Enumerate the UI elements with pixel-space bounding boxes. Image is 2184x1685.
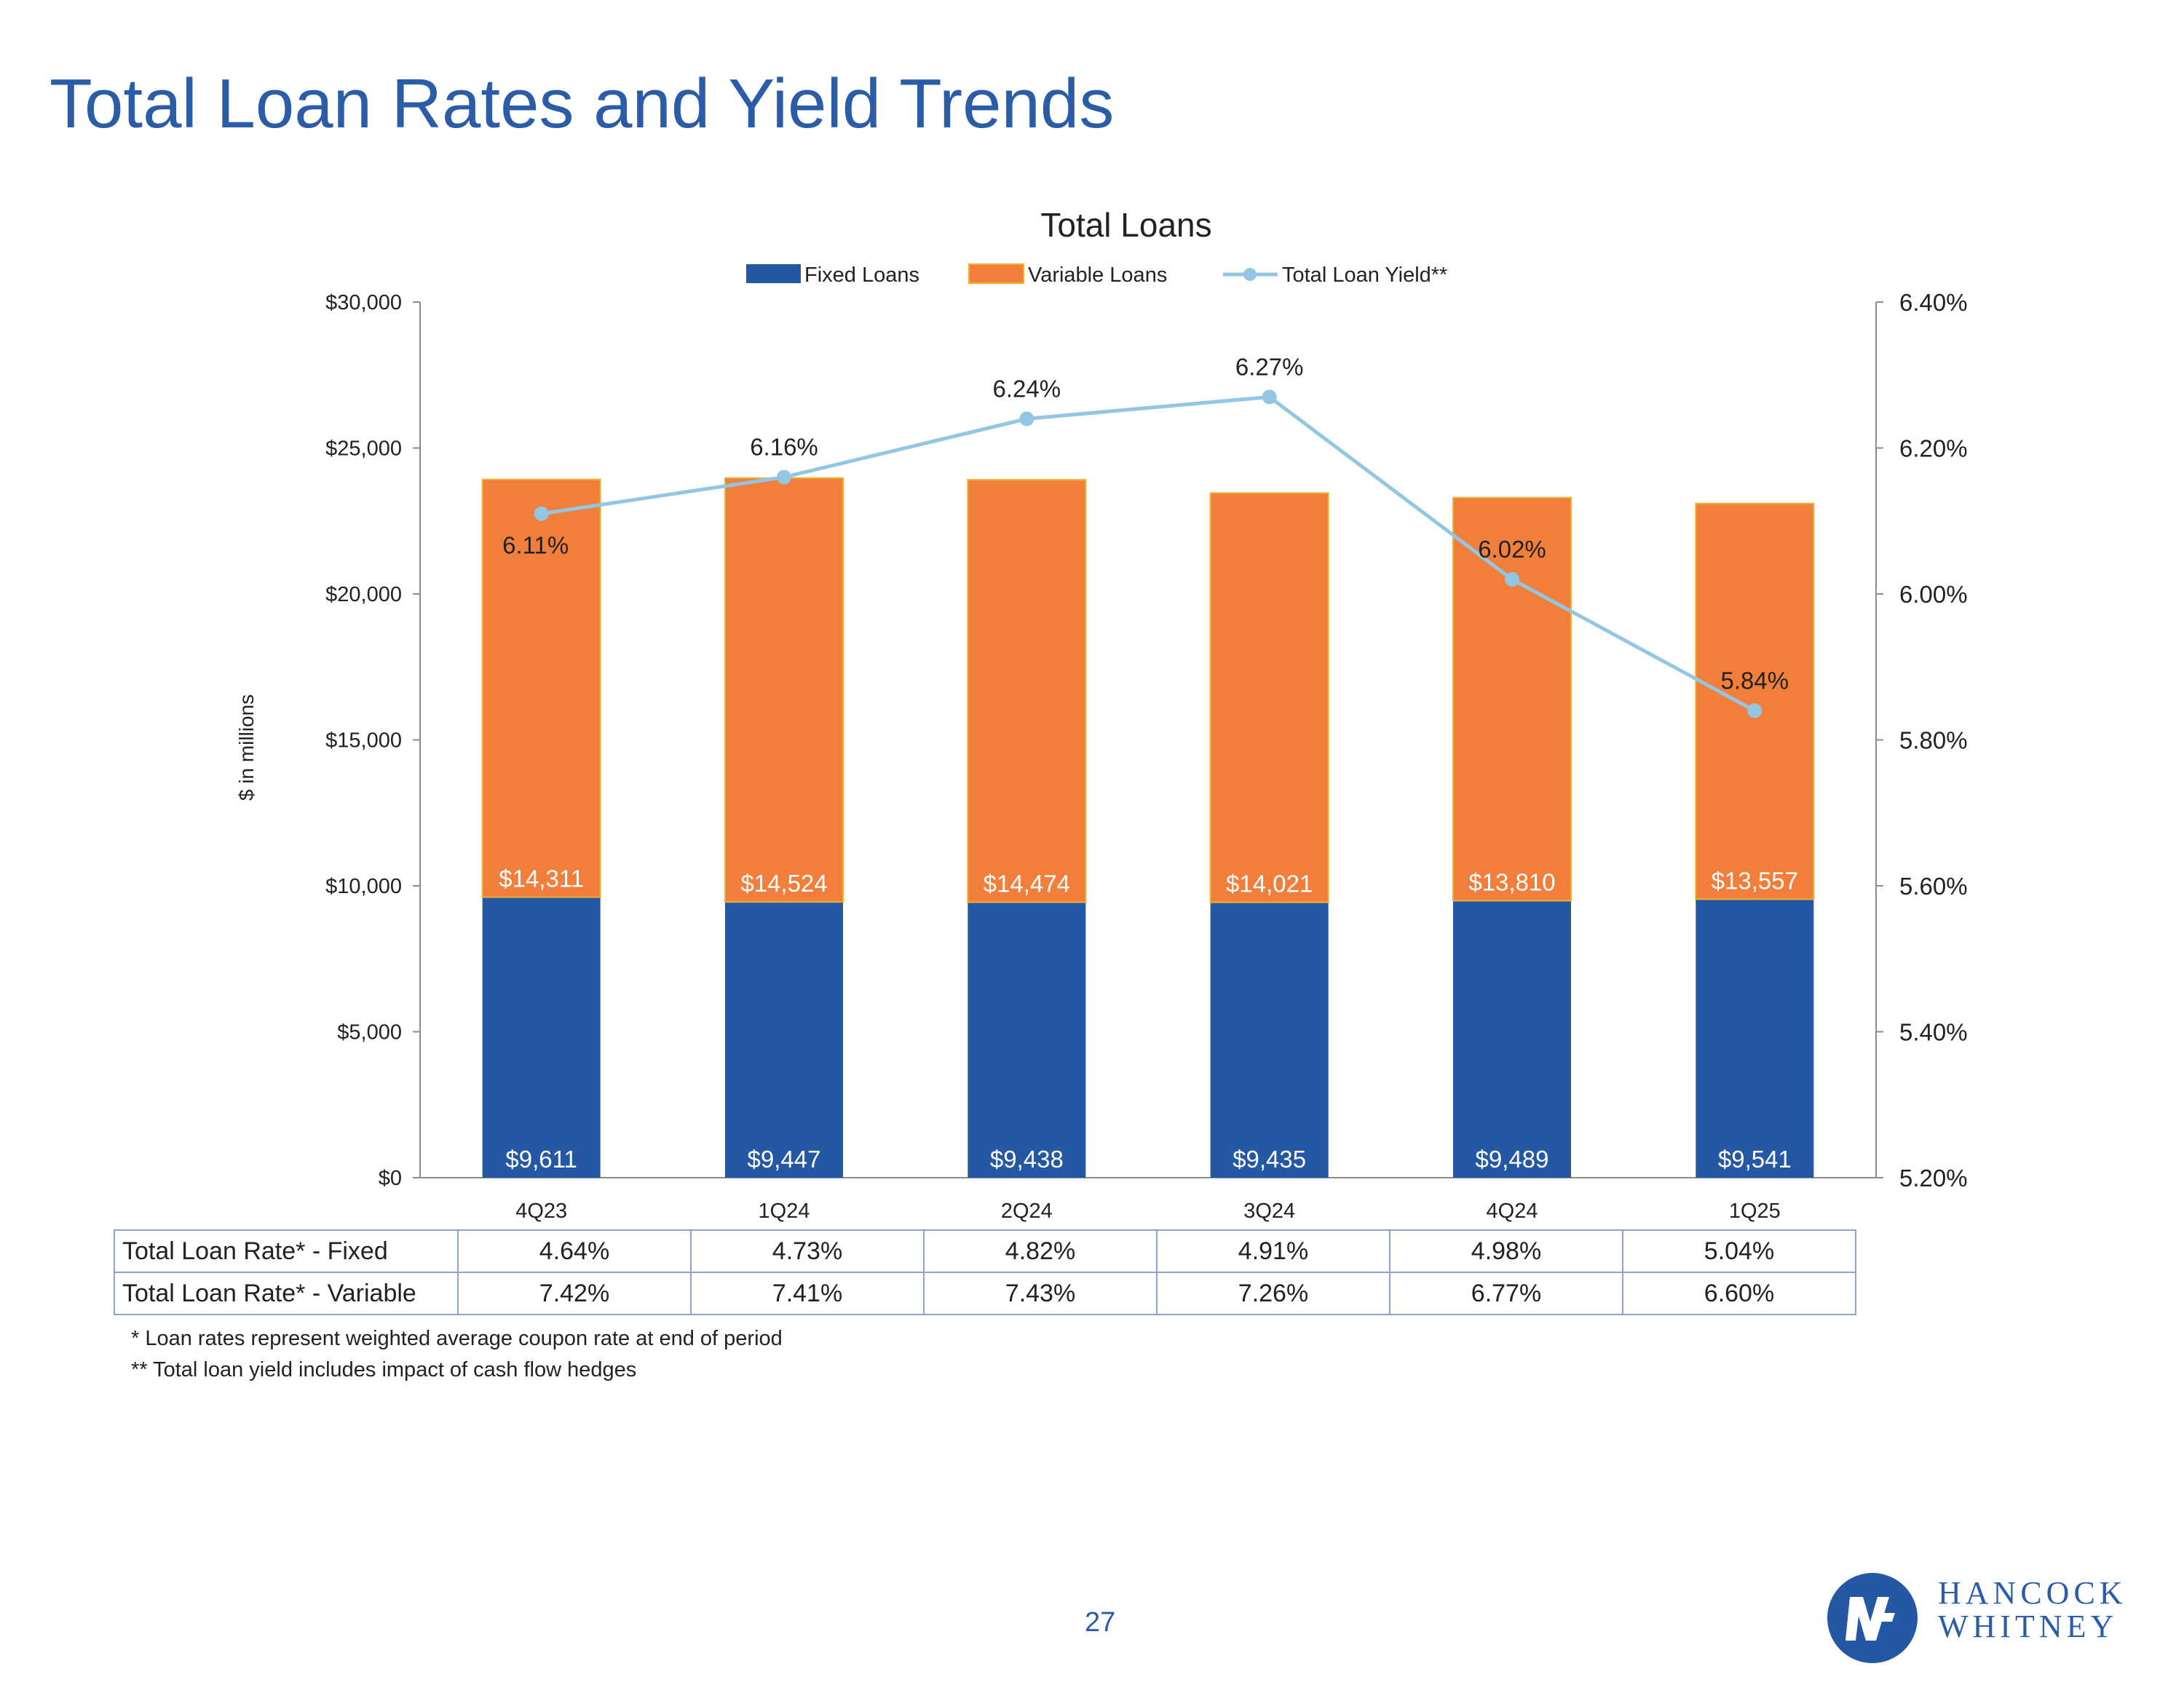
- yield-point-2Q24: [1019, 411, 1034, 427]
- x-axis-labels: 4Q23 1Q24 2Q24 3Q24 4Q24 1Q25: [515, 1200, 1781, 1223]
- yield-label: 6.02%: [1478, 536, 1546, 563]
- table-cell: 4.73%: [690, 1229, 925, 1273]
- table-cell: 7.43%: [923, 1272, 1158, 1315]
- table-row-label: Total Loan Rate* - Fixed: [114, 1229, 459, 1273]
- data-label-variable: $14,311: [499, 865, 584, 892]
- table-cell: 7.41%: [690, 1272, 925, 1315]
- left-axis-tick-label: $10,000: [325, 875, 402, 898]
- yield-line-series: 6.11% 6.16% 6.24% 6.27% 6.02% 5.84%: [502, 353, 1789, 718]
- yield-point-4Q23: [534, 506, 549, 521]
- yield-label: 6.16%: [750, 434, 818, 461]
- left-axis-tick-label: $20,000: [325, 583, 402, 606]
- right-axis-tick-label: 6.00%: [1899, 581, 1968, 608]
- yield-label: 6.27%: [1235, 353, 1304, 380]
- data-label-variable: $13,810: [1468, 868, 1555, 895]
- table-cell: 4.82%: [923, 1229, 1158, 1273]
- loan-rate-table: Total Loan Rate* - Fixed 4.64% 4.73% 4.82% 4…: [114, 1229, 1856, 1315]
- data-label-fixed: $9,489: [1476, 1146, 1549, 1173]
- bar-variable-2Q24: [967, 479, 1087, 903]
- page-number: 27: [1085, 1607, 1116, 1638]
- table-cell: 4.91%: [1156, 1229, 1390, 1273]
- yield-label: 5.84%: [1721, 667, 1789, 694]
- x-axis-tick-label: 2Q24: [1001, 1200, 1053, 1223]
- bar-variable-4Q23: [481, 478, 601, 898]
- table-cell: 6.60%: [1622, 1272, 1856, 1315]
- chart-title: Total Loans: [1040, 206, 1211, 244]
- yield-point-1Q24: [777, 469, 791, 485]
- table-row: Total Loan Rate* - Variable 7.42% 7.41% 7.4…: [114, 1272, 1856, 1315]
- bar-fixed-2Q24: [968, 902, 1086, 1178]
- table-row-label: Total Loan Rate* - Variable: [114, 1272, 459, 1315]
- data-label-fixed: $9,435: [1233, 1146, 1306, 1173]
- x-axis-tick-label: 4Q24: [1487, 1200, 1538, 1223]
- left-axis-tick-label: $30,000: [325, 291, 402, 314]
- footnotes: * Loan rates represent weighted average …: [131, 1323, 783, 1386]
- yield-point-4Q24: [1505, 571, 1519, 587]
- y-axis-title: $ in millions: [235, 694, 258, 801]
- left-axis-tick-label: $15,000: [325, 729, 402, 753]
- data-label-fixed: $9,438: [990, 1146, 1064, 1173]
- left-axis-tick-label: $25,000: [325, 437, 402, 461]
- legend: Fixed Loans Variable Loans Total Loan Yi…: [746, 263, 1447, 287]
- bar-fixed-3Q24: [1210, 902, 1329, 1178]
- bar-fixed-4Q23: [482, 897, 601, 1178]
- bar-variable-4Q24: [1452, 496, 1572, 902]
- legend-swatch-yield-marker: [1243, 268, 1257, 281]
- yield-line: [541, 395, 1756, 713]
- right-axis-tick-label: 6.20%: [1899, 435, 1968, 462]
- data-label-fixed: $9,611: [505, 1146, 577, 1173]
- yield-label: 6.24%: [993, 375, 1061, 402]
- data-label-variable: $14,524: [740, 870, 827, 897]
- bar-variable-1Q24: [724, 477, 844, 903]
- footnote-loan-yield: ** Total loan yield includes impact of c…: [131, 1358, 637, 1381]
- yield-label: 6.11%: [502, 532, 569, 559]
- right-axis-tick-label: 5.20%: [1899, 1165, 1968, 1192]
- table-cell: 7.26%: [1156, 1272, 1390, 1315]
- table-cell: 4.98%: [1389, 1229, 1623, 1273]
- hancock-whitney-logo: HANCOCK WHITNEY: [1825, 1571, 2131, 1665]
- data-label-fixed: $9,447: [748, 1146, 821, 1173]
- x-axis-tick-label: 4Q23: [515, 1200, 567, 1223]
- left-axis-tick-label: $5,000: [337, 1021, 402, 1044]
- bar-fixed-4Q24: [1453, 900, 1571, 1178]
- footnote-loan-rates: * Loan rates represent weighted average …: [131, 1327, 783, 1350]
- legend-label-fixed: Fixed Loans: [804, 263, 919, 287]
- total-loans-chart: Total Loans Fixed Loans Variable Loans T…: [235, 206, 1968, 1223]
- bar-fixed-1Q24: [725, 902, 843, 1178]
- page-title: Total Loan Rates and Yield Trends: [50, 65, 1115, 143]
- left-axis-ticks: $0 $5,000 $10,000 $15,000 $20,000 $25,000 $30,…: [325, 291, 420, 1190]
- yield-point-3Q24: [1262, 389, 1277, 405]
- data-label-fixed: $9,541: [1718, 1146, 1792, 1173]
- data-label-variable: $13,557: [1712, 867, 1798, 894]
- bar-variable-3Q24: [1209, 492, 1329, 903]
- table-cell: 7.42%: [457, 1272, 692, 1315]
- bar-fixed-1Q25: [1696, 899, 1814, 1178]
- right-axis-tick-label: 5.80%: [1899, 727, 1968, 754]
- right-axis-tick-label: 6.40%: [1899, 289, 1968, 316]
- legend-label-variable: Variable Loans: [1028, 263, 1167, 287]
- x-axis-tick-label: 1Q24: [759, 1200, 810, 1223]
- left-axis-tick-label: $0: [379, 1167, 402, 1190]
- right-axis-ticks: 5.20% 5.40% 5.60% 5.80% 6.00% 6.20% 6.40%: [1876, 289, 1968, 1192]
- data-label-variable: $14,474: [984, 871, 1070, 897]
- right-axis-tick-label: 5.40%: [1899, 1019, 1968, 1046]
- table-cell: 6.77%: [1389, 1272, 1623, 1315]
- table-row: Total Loan Rate* - Fixed 4.64% 4.73% 4.82% 4…: [114, 1229, 1856, 1273]
- yield-point-1Q25: [1747, 703, 1762, 718]
- legend-label-yield: Total Loan Yield**: [1282, 263, 1447, 287]
- legend-swatch-fixed: [746, 264, 801, 283]
- logo-text-hancock: HANCOCK: [1938, 1575, 2127, 1611]
- x-axis-tick-label: 3Q24: [1243, 1200, 1295, 1223]
- data-label-variable: $14,021: [1226, 871, 1313, 897]
- legend-swatch-variable: [968, 263, 1024, 284]
- logo-text-whitney: WHITNEY: [1938, 1609, 2118, 1644]
- table-cell: 5.04%: [1622, 1229, 1856, 1273]
- logo-mark-icon: [1827, 1573, 1918, 1663]
- x-axis-tick-label: 1Q25: [1729, 1200, 1781, 1223]
- right-axis-tick-label: 5.60%: [1899, 873, 1968, 900]
- table-cell: 4.64%: [457, 1229, 692, 1273]
- bar-variable-1Q25: [1695, 502, 1815, 900]
- bar-series: $9,611 $14,311 $9,447 $14,524 $9,438 $14,474 $…: [481, 477, 1815, 1178]
